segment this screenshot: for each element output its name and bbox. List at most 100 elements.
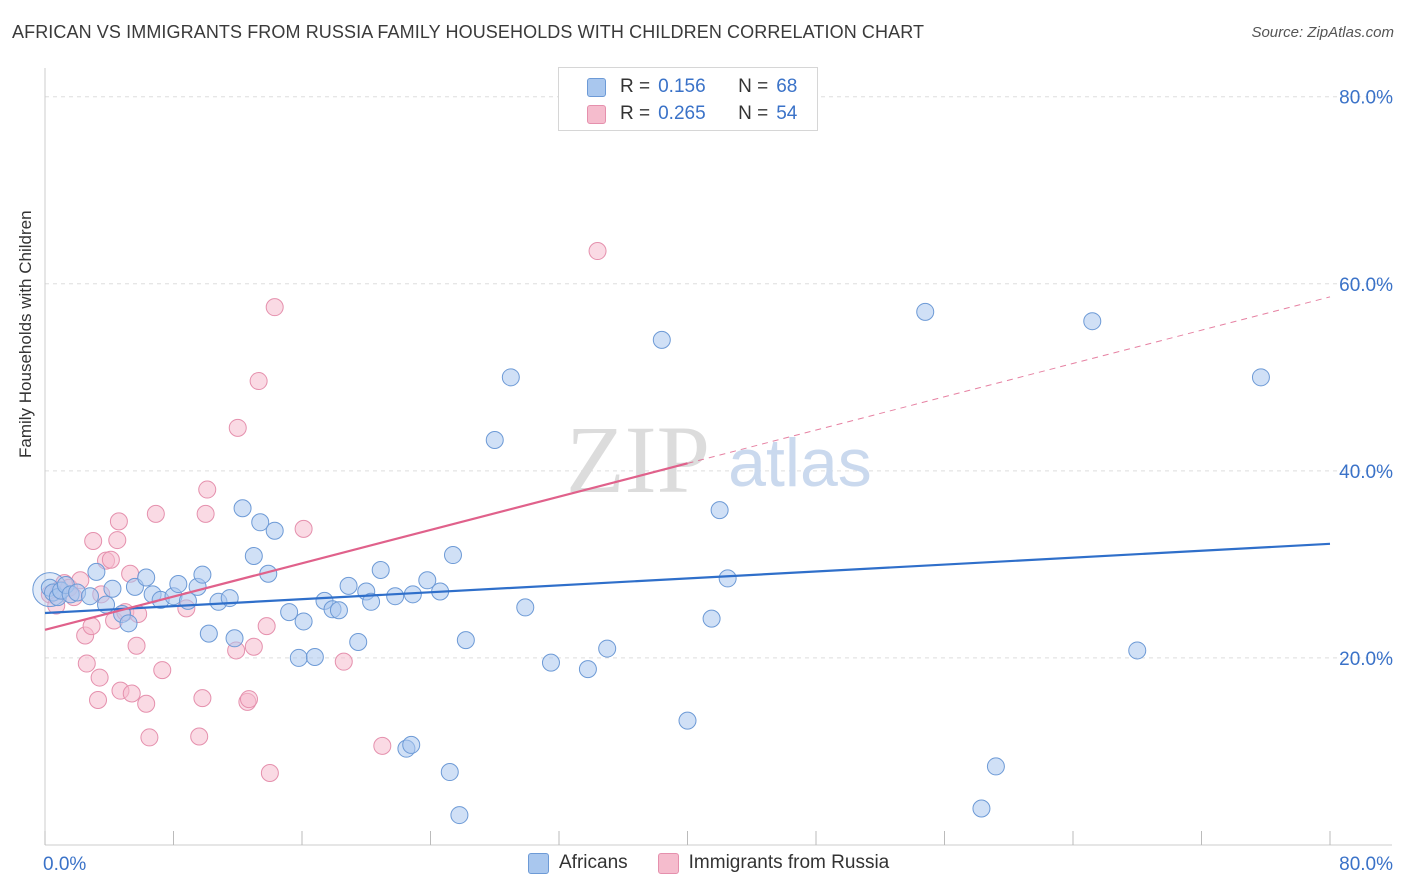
africans-point xyxy=(501,368,520,387)
legend-swatch-russia xyxy=(657,852,679,874)
legend-n-label: N = xyxy=(738,76,769,97)
russia-point xyxy=(588,242,607,261)
russia-point xyxy=(137,694,156,713)
africans-point xyxy=(652,330,671,349)
africans-point xyxy=(710,501,729,520)
africans-point xyxy=(265,521,284,540)
russia-point xyxy=(239,690,258,709)
africans-point xyxy=(169,575,188,594)
russia-point xyxy=(260,763,279,782)
africans-point xyxy=(371,561,390,580)
russia-point xyxy=(334,652,353,671)
y-tick-label: 80.0% xyxy=(1339,88,1393,109)
legend-item-africans: Africans xyxy=(528,852,628,874)
africans-point xyxy=(225,629,244,648)
russia-point xyxy=(244,637,263,656)
africans-point xyxy=(244,546,263,565)
stats-legend: R = 0.156 N = 68 R = 0.265 N = 54 xyxy=(558,67,818,131)
legend-label-africans: Africans xyxy=(559,852,628,873)
africans-point xyxy=(305,647,324,666)
africans-point xyxy=(362,592,381,611)
axes xyxy=(44,68,1392,846)
africans-point xyxy=(80,587,99,606)
africans-point xyxy=(440,763,459,782)
grid-lines xyxy=(45,96,1392,659)
russia-point xyxy=(89,691,108,710)
russia-point xyxy=(193,689,212,708)
watermark: ZIP atlas xyxy=(566,406,872,513)
legend-n-value: 54 xyxy=(776,103,798,124)
africans-point xyxy=(137,568,156,587)
africans-point xyxy=(402,735,421,754)
africans-point xyxy=(456,631,475,650)
russia-point xyxy=(265,298,284,317)
legend-row-russia: R = 0.265 N = 54 xyxy=(587,103,797,125)
africans-point xyxy=(418,571,437,590)
africans-point xyxy=(443,546,462,565)
africans-point xyxy=(578,660,597,679)
legend-swatch-africans xyxy=(528,852,549,874)
africans-point xyxy=(119,614,138,633)
series-legend: Africans Immigrants from Russia xyxy=(528,852,919,874)
russia-points xyxy=(40,242,607,782)
africans-point xyxy=(386,587,405,606)
watermark-zip: ZIP xyxy=(566,406,710,513)
africans-point xyxy=(702,609,721,628)
russia-point xyxy=(249,372,268,391)
africans-point xyxy=(294,612,313,631)
africans-point xyxy=(87,562,106,581)
africans-point xyxy=(972,799,991,818)
x-tick-label: 0.0% xyxy=(43,854,86,875)
africans-point xyxy=(349,633,368,652)
africans-point xyxy=(718,569,737,588)
africans-point xyxy=(1128,641,1147,660)
legend-label-russia: Immigrants from Russia xyxy=(688,852,890,873)
x-tick-label: 80.0% xyxy=(1339,854,1393,875)
legend-r-value: 0.156 xyxy=(658,76,706,97)
russia-point xyxy=(140,728,159,747)
africans-point xyxy=(233,499,252,518)
russia-point xyxy=(146,504,165,523)
russia-point xyxy=(109,512,128,531)
africans-point xyxy=(916,302,935,321)
y-tick-label: 40.0% xyxy=(1339,462,1393,483)
africans-point xyxy=(199,624,218,643)
source-label: Source: ZipAtlas.com xyxy=(1251,24,1394,41)
russia-point xyxy=(90,668,109,687)
africans-point xyxy=(986,757,1005,776)
africans-point xyxy=(1251,368,1270,387)
africans-point xyxy=(103,579,122,598)
y-axis-label: Family Households with Children xyxy=(16,210,35,458)
africans-points xyxy=(32,302,1270,825)
y-tick-label: 60.0% xyxy=(1339,275,1393,296)
legend-n-label: N = xyxy=(738,103,769,124)
africans-point xyxy=(251,513,270,532)
africans-point xyxy=(598,639,617,658)
russia-point xyxy=(373,736,392,755)
legend-swatch-russia xyxy=(587,104,606,124)
africans-point xyxy=(289,648,308,667)
africans-trend-line xyxy=(44,542,1331,615)
russia-point xyxy=(101,550,120,569)
russia-trend-extension xyxy=(687,296,1331,464)
africans-point xyxy=(193,565,212,584)
legend-swatch-africans xyxy=(587,77,606,97)
russia-point xyxy=(108,531,127,550)
africans-point xyxy=(516,598,535,617)
russia-point xyxy=(198,480,217,499)
trend-lines xyxy=(44,296,1331,631)
chart-title: AFRICAN VS IMMIGRANTS FROM RUSSIA FAMILY… xyxy=(12,22,925,42)
africans-point xyxy=(485,430,504,449)
russia-trend-line xyxy=(44,462,688,631)
russia-point xyxy=(196,504,215,523)
watermark-atlas: atlas xyxy=(728,425,872,501)
africans-point xyxy=(339,576,358,595)
russia-point xyxy=(122,684,141,703)
russia-point xyxy=(228,418,247,437)
legend-r-label: R = xyxy=(620,103,651,124)
africans-point xyxy=(541,653,560,672)
legend-r-value: 0.265 xyxy=(658,103,706,124)
russia-point xyxy=(294,519,313,538)
russia-point xyxy=(84,532,103,551)
